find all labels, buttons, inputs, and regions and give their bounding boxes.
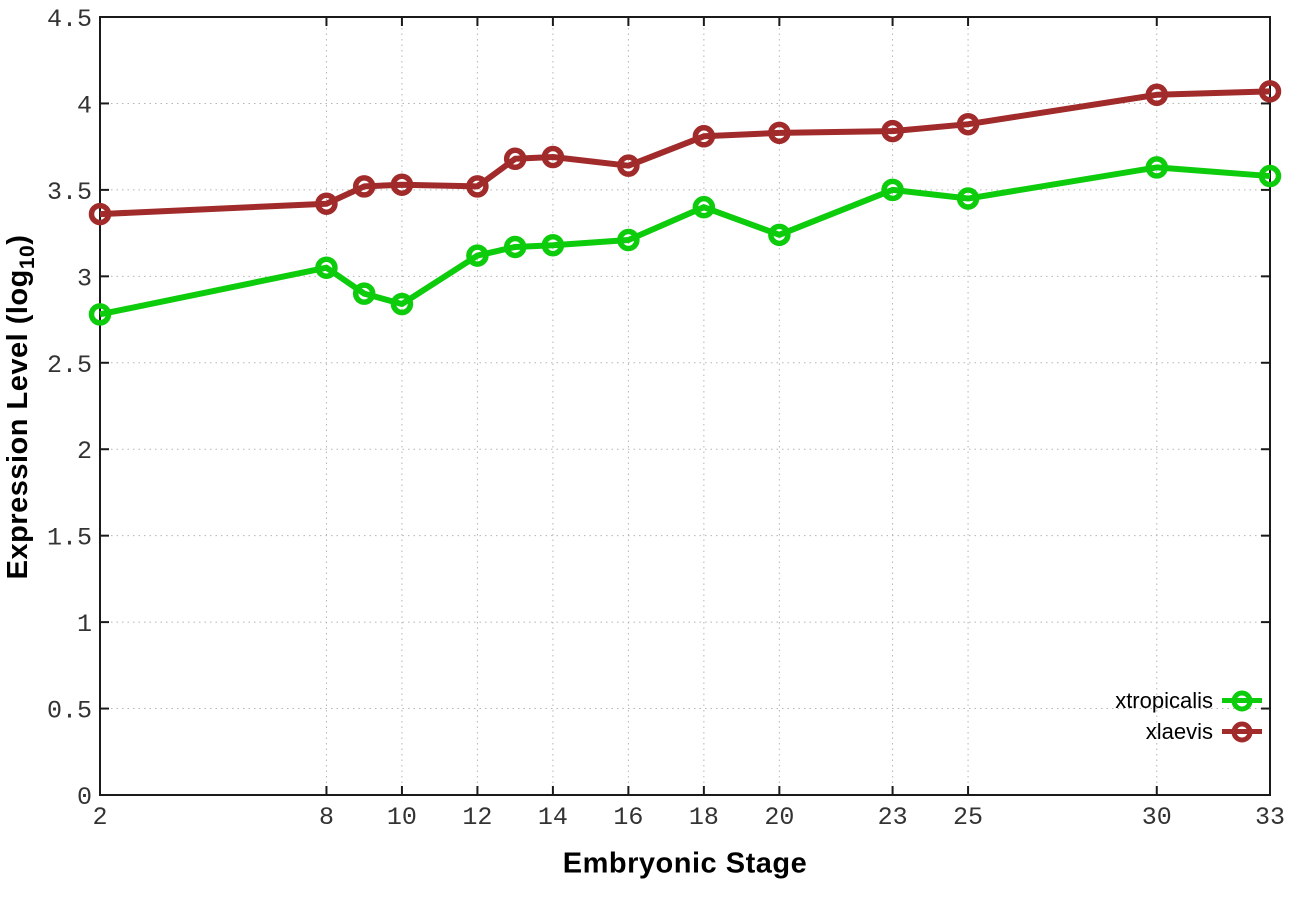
data-point-xlaevis <box>1258 80 1282 103</box>
legend-label-xlaevis: xlaevis <box>1145 718 1213 744</box>
x-axis-title: Embryonic Stage <box>562 847 808 880</box>
data-point-xtropicalis <box>466 244 489 267</box>
data-point-xlaevis <box>692 125 716 148</box>
x-tick-label: 12 <box>462 803 492 832</box>
data-point-xtropicalis <box>956 187 980 210</box>
x-tick-label: 33 <box>1255 803 1285 832</box>
data-point-xlaevis <box>956 112 980 136</box>
legend-marker-xtropicalis-icon <box>1222 689 1262 713</box>
open-circle-icon <box>1231 721 1253 742</box>
legend-marker-xlaevis-icon <box>1222 720 1262 744</box>
y-tick-label: 4.5 <box>47 5 92 34</box>
x-tick-label: 18 <box>689 803 719 832</box>
open-circle-icon <box>1231 690 1253 711</box>
data-point-xlaevis <box>541 145 565 169</box>
y-tick-label: 0.5 <box>47 697 92 726</box>
y-tick-label: 4 <box>77 91 92 120</box>
y-tick-label: 3.5 <box>47 178 92 207</box>
data-point-xtropicalis <box>88 303 112 326</box>
data-point-xlaevis <box>315 192 338 215</box>
series-line-xtropicalis <box>99 164 1271 318</box>
legend: xtropicalis xlaevis <box>1115 685 1262 747</box>
plot-border <box>99 16 1271 796</box>
x-tick-label: 10 <box>387 803 417 832</box>
x-tick-label: 20 <box>764 803 794 832</box>
data-point-xtropicalis <box>768 223 791 247</box>
data-point-xtropicalis <box>692 195 716 219</box>
x-tick-label: 30 <box>1142 803 1172 832</box>
series-line-xlaevis <box>99 88 1271 218</box>
y-axis-title-close: ) <box>2 234 35 245</box>
x-tick-label: 25 <box>953 803 983 832</box>
y-tick-label: 2.5 <box>47 351 92 380</box>
legend-item-xlaevis: xlaevis <box>1115 716 1262 747</box>
data-point-xlaevis <box>881 119 904 143</box>
x-tick-label: 16 <box>613 803 643 832</box>
data-point-xlaevis <box>768 121 791 145</box>
legend-item-xtropicalis: xtropicalis <box>1115 685 1262 716</box>
data-point-xlaevis <box>1145 83 1169 107</box>
y-tick-label: 1.5 <box>47 524 92 553</box>
x-tick-label: 23 <box>878 803 908 832</box>
data-point-xtropicalis <box>1145 156 1169 179</box>
data-point-xlaevis <box>617 154 640 177</box>
data-point-xlaevis <box>88 202 112 226</box>
y-axis-title-text: Expression Level (log <box>2 269 35 580</box>
x-tick-label: 8 <box>319 803 334 832</box>
x-tick-label: 14 <box>538 803 568 832</box>
x-tick-label: 2 <box>92 803 107 832</box>
y-tick-label: 1 <box>77 610 92 639</box>
data-point-xlaevis <box>503 147 527 171</box>
data-point-xlaevis <box>352 175 376 198</box>
y-tick-label: 2 <box>77 437 92 466</box>
legend-label-xtropicalis: xtropicalis <box>1115 687 1213 713</box>
data-point-xlaevis <box>466 175 489 198</box>
y-tick-label: 3 <box>77 264 92 293</box>
data-point-xtropicalis <box>541 233 565 257</box>
data-point-xlaevis <box>390 173 414 196</box>
y-axis-title-subscript: 10 <box>15 244 39 270</box>
data-point-xtropicalis <box>503 235 527 259</box>
data-point-xtropicalis <box>617 228 640 252</box>
data-point-xtropicalis <box>390 292 414 316</box>
data-point-xtropicalis <box>352 282 376 305</box>
data-point-xtropicalis <box>1258 164 1282 188</box>
data-point-xtropicalis <box>315 256 338 279</box>
data-point-xtropicalis <box>881 178 904 202</box>
y-axis-title: Expression Level (log10) <box>2 235 40 580</box>
y-tick-label: 0 <box>77 783 92 812</box>
